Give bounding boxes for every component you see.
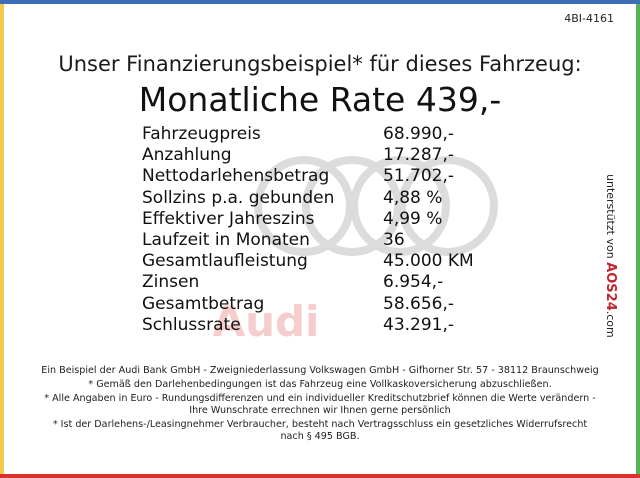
row-value: 36 [383, 230, 405, 250]
sponsor-prefix: unterstützt von [604, 174, 617, 259]
row-label: Laufzeit in Monaten [142, 230, 310, 250]
bottom-stripe [0, 474, 640, 478]
footnote: * Alle Angaben in Euro - Rundungsdiffere… [44, 393, 596, 416]
monthly-rate: Monatliche Rate 439,- [138, 80, 502, 119]
sponsor-brand: AOS24 [603, 262, 618, 311]
row-label: Effektiver Jahreszins [142, 208, 315, 229]
top-stripe [0, 0, 640, 4]
row-label: Schlussrate [142, 314, 241, 335]
row-value: 51.702,- [383, 166, 455, 187]
sponsor: unterstützt von AOS24.com [603, 174, 618, 338]
row-label: Gesamtlaufleistung [142, 251, 308, 272]
row-label: Anzahlung [142, 145, 232, 166]
footnotes: Ein Beispiel der Audi Bank GmbH - Zweign… [40, 365, 600, 445]
footnote: * Gemäß den Darlehenbedingungen ist das … [88, 379, 552, 390]
row-value: 17.287,- [383, 145, 455, 166]
row-value: 4,88 % [383, 187, 443, 208]
row-value: 43.291,- [383, 314, 455, 335]
row-value: 4,99 % [383, 208, 443, 229]
headline: Unser Finanzierungsbeispiel* für dieses … [58, 52, 582, 76]
right-stripe [636, 4, 640, 474]
footnote: Ein Beispiel der Audi Bank GmbH - Zweign… [41, 365, 599, 376]
row-value: 68.990,- [383, 124, 455, 144]
row-label: Fahrzeugpreis [142, 124, 261, 144]
offer-code: 4BI-4161 [564, 12, 614, 25]
left-stripe [0, 4, 4, 474]
row-label: Zinsen [142, 272, 200, 293]
sponsor-suffix: .com [604, 310, 617, 338]
row-value: 58.656,- [383, 293, 455, 314]
footnote: * Ist der Darlehens-/Leasingnehmer Verbr… [52, 419, 588, 442]
watermark-text: Audi [213, 297, 320, 346]
row-label: Gesamtbetrag [142, 293, 265, 314]
row-label: Nettodarlehensbetrag [142, 166, 330, 187]
row-value: 6.954,- [383, 272, 444, 293]
row-value: 45.000 KM [383, 251, 474, 272]
row-label: Sollzins p.a. gebunden [142, 187, 335, 208]
